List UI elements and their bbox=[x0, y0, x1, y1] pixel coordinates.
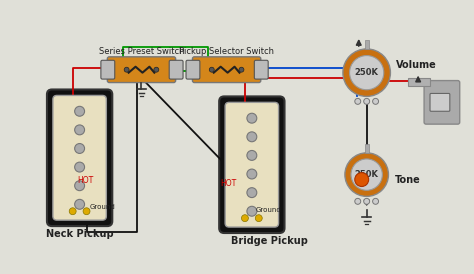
FancyBboxPatch shape bbox=[424, 81, 460, 124]
Text: Pickup Selector Switch: Pickup Selector Switch bbox=[179, 47, 274, 56]
Circle shape bbox=[349, 56, 384, 90]
Circle shape bbox=[241, 215, 248, 222]
Text: 250K: 250K bbox=[355, 68, 379, 77]
Circle shape bbox=[255, 215, 262, 222]
Text: 250K: 250K bbox=[355, 170, 379, 179]
Circle shape bbox=[355, 198, 361, 204]
Circle shape bbox=[373, 98, 379, 104]
Circle shape bbox=[247, 206, 257, 216]
Circle shape bbox=[75, 162, 84, 172]
Circle shape bbox=[351, 159, 383, 190]
Text: Ground: Ground bbox=[90, 204, 115, 210]
Circle shape bbox=[373, 198, 379, 204]
Text: HOT: HOT bbox=[220, 179, 237, 189]
FancyBboxPatch shape bbox=[255, 60, 268, 79]
Text: Tone: Tone bbox=[394, 175, 420, 185]
Circle shape bbox=[355, 173, 369, 187]
Circle shape bbox=[343, 49, 391, 96]
Circle shape bbox=[69, 208, 76, 215]
Circle shape bbox=[247, 169, 257, 179]
Circle shape bbox=[210, 67, 214, 72]
Text: HOT: HOT bbox=[78, 176, 94, 184]
Text: Neck Pickup: Neck Pickup bbox=[46, 229, 113, 239]
Text: Volume: Volume bbox=[396, 60, 437, 70]
FancyBboxPatch shape bbox=[101, 60, 115, 79]
Circle shape bbox=[239, 67, 244, 72]
FancyBboxPatch shape bbox=[169, 60, 183, 79]
Text: Ground: Ground bbox=[256, 207, 282, 213]
Circle shape bbox=[75, 125, 84, 135]
Circle shape bbox=[75, 106, 84, 116]
Circle shape bbox=[247, 188, 257, 198]
FancyBboxPatch shape bbox=[107, 57, 176, 82]
Bar bbox=[408, 78, 430, 85]
Bar bbox=[365, 40, 369, 49]
Circle shape bbox=[355, 98, 361, 104]
FancyBboxPatch shape bbox=[430, 93, 450, 111]
Circle shape bbox=[83, 208, 90, 215]
FancyBboxPatch shape bbox=[192, 57, 261, 82]
Circle shape bbox=[124, 67, 129, 72]
FancyBboxPatch shape bbox=[225, 102, 279, 227]
Circle shape bbox=[247, 150, 257, 160]
FancyBboxPatch shape bbox=[186, 60, 200, 79]
FancyBboxPatch shape bbox=[47, 90, 112, 226]
Circle shape bbox=[75, 199, 84, 209]
Circle shape bbox=[364, 198, 370, 204]
Circle shape bbox=[75, 181, 84, 191]
Bar bbox=[365, 144, 369, 153]
Circle shape bbox=[364, 98, 370, 104]
Circle shape bbox=[247, 113, 257, 123]
Circle shape bbox=[345, 153, 389, 196]
Circle shape bbox=[154, 67, 159, 72]
Text: Series Preset Switch: Series Preset Switch bbox=[99, 47, 184, 56]
FancyBboxPatch shape bbox=[219, 96, 284, 233]
FancyBboxPatch shape bbox=[53, 95, 106, 220]
Text: Bridge Pickup: Bridge Pickup bbox=[231, 236, 308, 246]
Circle shape bbox=[247, 132, 257, 142]
Circle shape bbox=[75, 144, 84, 153]
